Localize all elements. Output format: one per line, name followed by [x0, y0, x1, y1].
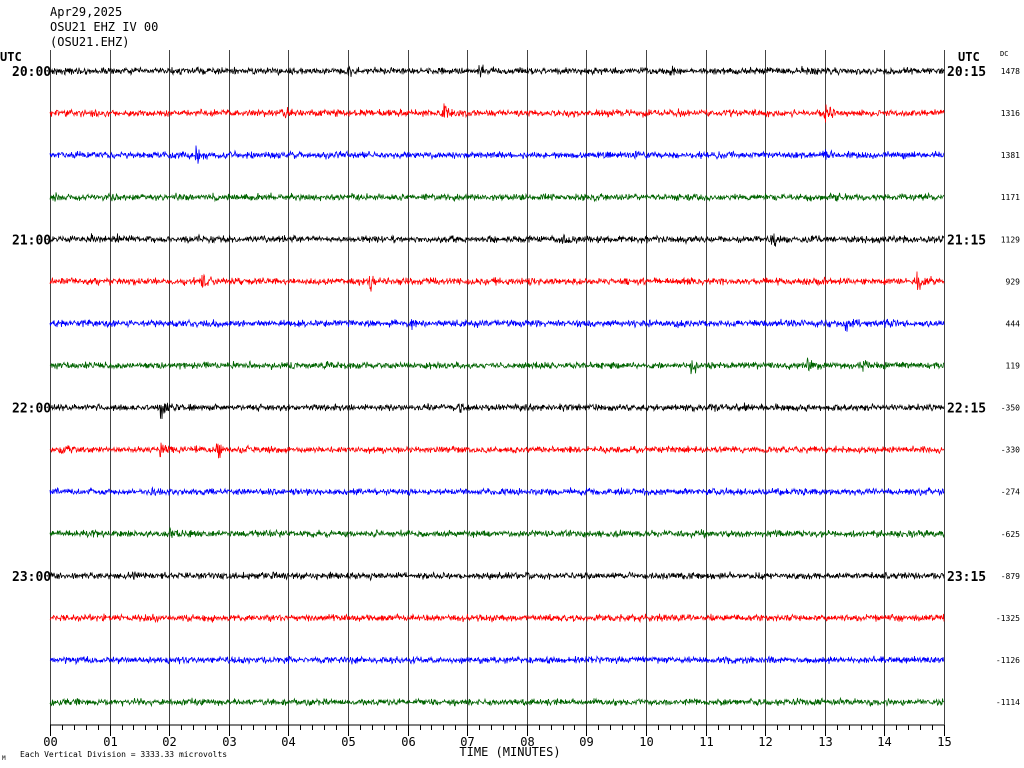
seismic-trace-14 — [49, 655, 945, 666]
x-tick-label: 12 — [758, 735, 772, 749]
row-start-time: 21:00 — [12, 233, 51, 248]
row-end-time: 22:15 — [947, 402, 986, 417]
dc-column-header: DC — [1000, 50, 1008, 58]
time-axis: 00 01 02 03 04 05 06 07 08 09 10 11 12 13 14 15 — [43, 724, 952, 749]
station-channel: OSU21 EHZ IV 00 — [50, 20, 158, 34]
minute-grid — [50, 50, 945, 725]
seismic-trace-5 — [49, 271, 945, 292]
seismic-trace-0 — [49, 64, 945, 78]
row-start-time: 23:00 — [12, 570, 51, 585]
row-dc-offset: -1114 — [996, 698, 1020, 707]
station-code: (OSU21.EHZ) — [50, 35, 129, 49]
seismic-trace-11 — [49, 526, 945, 540]
row-dc-offset: 1381 — [1001, 151, 1020, 160]
x-tick-label: 06 — [401, 735, 415, 749]
seismic-trace-3 — [49, 191, 945, 203]
row-dc-offset: 1129 — [1001, 235, 1020, 244]
chart-header: Apr29,2025 OSU21 EHZ IV 00 (OSU21.EHZ) — [50, 5, 158, 49]
row-end-time: 20:15 — [947, 65, 986, 80]
x-tick-label: 07 — [460, 735, 474, 749]
seismic-trace-15 — [49, 696, 945, 708]
x-tick-label: 03 — [222, 735, 236, 749]
utc-label-right: UTC — [958, 50, 980, 64]
seismic-trace-6 — [49, 318, 945, 332]
x-tick-label: 00 — [43, 735, 57, 749]
seismic-trace-7 — [49, 357, 945, 375]
seismic-trace-10 — [49, 486, 945, 497]
row-dc-offset: -1325 — [996, 614, 1020, 623]
x-tick-label: 04 — [281, 735, 295, 749]
corner-mark: M — [2, 755, 6, 762]
seismic-trace-9 — [49, 442, 945, 459]
x-tick-label: 10 — [639, 735, 653, 749]
row-dc-offset: 1478 — [1001, 67, 1020, 76]
row-dc-offset: 444 — [1006, 319, 1021, 328]
row-end-time: 23:15 — [947, 570, 986, 585]
seismic-trace-4 — [49, 233, 945, 247]
row-dc-offset: -350 — [1001, 404, 1020, 413]
x-tick-label: 14 — [877, 735, 891, 749]
x-tick-label: 09 — [579, 735, 593, 749]
row-dc-offset: 119 — [1006, 361, 1021, 370]
row-dc-offset: -330 — [1001, 446, 1020, 455]
x-tick-label: 13 — [818, 735, 832, 749]
row-dc-offset: -879 — [1001, 572, 1020, 581]
x-tick-label: 02 — [162, 735, 176, 749]
seismic-trace-2 — [49, 145, 945, 164]
x-tick-label: 05 — [341, 735, 355, 749]
seismic-trace-1 — [49, 103, 945, 123]
x-tick-label: 11 — [699, 735, 713, 749]
row-start-time: 22:00 — [12, 402, 51, 417]
row-dc-offset: -625 — [1001, 530, 1020, 539]
row-dc-offset: 929 — [1006, 277, 1021, 286]
trace-group — [49, 64, 945, 708]
x-axis-title: TIME (MINUTES) — [459, 745, 560, 759]
row-dc-offset: -1126 — [996, 656, 1020, 665]
chart-date: Apr29,2025 — [50, 5, 122, 19]
row-dc-offset: -274 — [1001, 488, 1020, 497]
x-tick-label: 15 — [937, 735, 951, 749]
seismic-trace-12 — [49, 571, 945, 582]
x-tick-label: 01 — [103, 735, 117, 749]
row-start-time: 20:00 — [12, 65, 51, 80]
row-end-time: 21:15 — [947, 233, 986, 248]
scale-note: Each Vertical Division = 3333.33 microvo… — [20, 750, 227, 759]
row-labels: 20:00 20:15 1478 1316 1381 1171 21:00 21:15 1129… — [12, 65, 1020, 707]
seismic-trace-8 — [49, 402, 945, 419]
seismic-trace-13 — [49, 613, 945, 624]
row-dc-offset: 1316 — [1001, 109, 1020, 118]
row-dc-offset: 1171 — [1001, 193, 1020, 202]
utc-label-left: UTC — [0, 50, 22, 64]
x-tick-label: 08 — [520, 735, 534, 749]
